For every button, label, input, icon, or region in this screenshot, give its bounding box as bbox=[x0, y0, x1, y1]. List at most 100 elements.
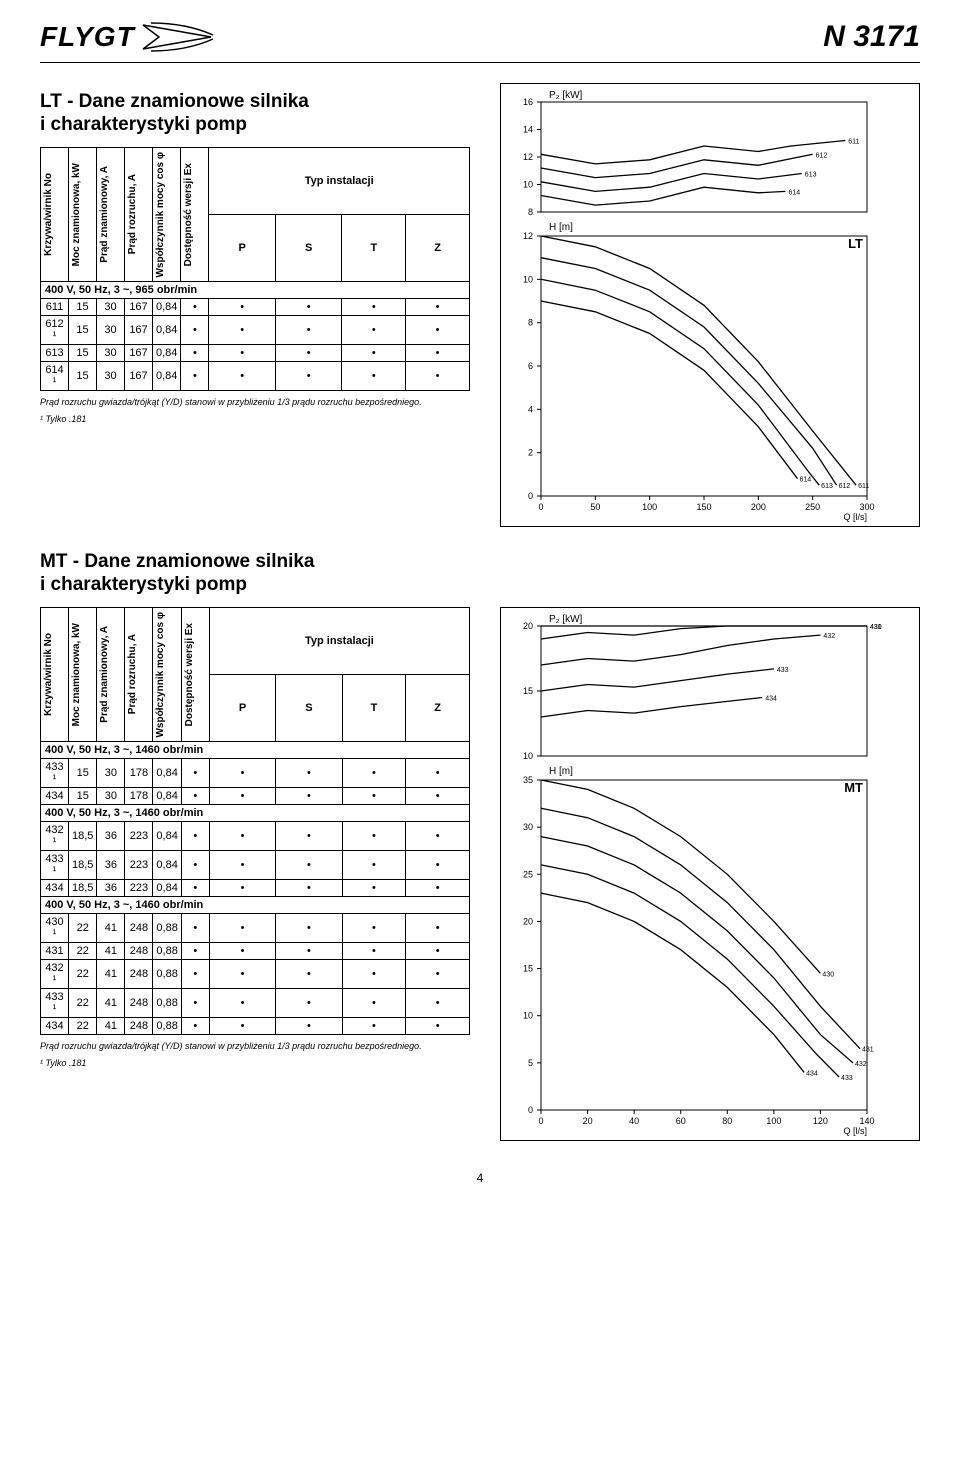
svg-text:P₂ [kW]: P₂ [kW] bbox=[549, 90, 583, 101]
svg-text:16: 16 bbox=[523, 97, 533, 107]
col-cos: Współczynnik mocy cos φ bbox=[153, 148, 168, 282]
table-row: 43422412480,88••••• bbox=[41, 1018, 470, 1035]
col-typ: Typ instalacji bbox=[209, 147, 470, 214]
col-t: T bbox=[342, 214, 406, 281]
svg-text:432: 432 bbox=[855, 1060, 867, 1067]
svg-text:434: 434 bbox=[765, 695, 777, 702]
svg-text:15: 15 bbox=[523, 686, 533, 696]
table-row: 612 ¹15301670,84••••• bbox=[41, 316, 470, 345]
svg-text:P₂ [kW]: P₂ [kW] bbox=[549, 614, 583, 625]
lt-section: LT - Dane znamionowe silnika i charakter… bbox=[40, 83, 920, 527]
mt-section: Krzywa/wirnik No Moc znamionowa, kW Prąd… bbox=[40, 607, 920, 1141]
svg-text:200: 200 bbox=[751, 502, 766, 512]
svg-text:611: 611 bbox=[858, 483, 869, 490]
table-row: 432 ¹18,5362230,84••••• bbox=[41, 822, 470, 851]
col-moc: Moc znamionowa, kW bbox=[69, 619, 84, 730]
svg-text:H [m]: H [m] bbox=[549, 766, 573, 777]
page-number: 4 bbox=[40, 1171, 920, 1185]
svg-text:Q [l/s]: Q [l/s] bbox=[843, 512, 867, 522]
mt-chart: 101520P₂ [kW]430431432433434051015202530… bbox=[500, 607, 920, 1141]
svg-text:612: 612 bbox=[816, 152, 828, 159]
table-row: 43122412480,88••••• bbox=[41, 943, 470, 960]
mt-footnote-2: ¹ Tylko .181 bbox=[40, 1058, 470, 1069]
svg-text:613: 613 bbox=[821, 483, 833, 490]
col-prad-roz: Prąd rozruchu, A bbox=[125, 170, 140, 258]
col-typ: Typ instalacji bbox=[209, 607, 469, 674]
svg-text:6: 6 bbox=[528, 361, 533, 371]
svg-text:614: 614 bbox=[789, 189, 801, 196]
svg-text:0: 0 bbox=[538, 1116, 543, 1126]
svg-text:432: 432 bbox=[823, 633, 835, 640]
table-row: 430 ¹22412480,88••••• bbox=[41, 914, 470, 943]
mt-title: MT - Dane znamionowe silnika i charakter… bbox=[40, 551, 920, 597]
svg-text:12: 12 bbox=[523, 152, 533, 162]
svg-text:35: 35 bbox=[523, 775, 533, 785]
mt-table: Krzywa/wirnik No Moc znamionowa, kW Prąd… bbox=[40, 607, 470, 1036]
svg-text:4: 4 bbox=[528, 404, 533, 414]
table-row: 614 ¹15301670,84••••• bbox=[41, 362, 470, 391]
svg-text:100: 100 bbox=[766, 1116, 781, 1126]
svg-text:613: 613 bbox=[805, 172, 817, 179]
svg-text:Q [l/s]: Q [l/s] bbox=[843, 1126, 867, 1136]
svg-text:20: 20 bbox=[523, 916, 533, 926]
arrow-icon bbox=[141, 21, 221, 53]
mt-group: 400 V, 50 Hz, 3 ~, 1460 obr/min bbox=[41, 897, 470, 914]
svg-text:0: 0 bbox=[528, 491, 533, 501]
svg-text:10: 10 bbox=[523, 751, 533, 761]
svg-text:0: 0 bbox=[538, 502, 543, 512]
svg-text:60: 60 bbox=[676, 1116, 686, 1126]
lt-group: 400 V, 50 Hz, 3 ~, 965 obr/min bbox=[41, 282, 470, 299]
mt-group: 400 V, 50 Hz, 3 ~, 1460 obr/min bbox=[41, 805, 470, 822]
col-cos: Współczynnik mocy cos φ bbox=[153, 608, 168, 742]
mt-footnote-1: Prąd rozruchu gwiazda/trójkąt (Y/D) stan… bbox=[40, 1041, 470, 1052]
svg-text:80: 80 bbox=[722, 1116, 732, 1126]
lt-title: LT - Dane znamionowe silnika i charakter… bbox=[40, 91, 470, 137]
col-prad-roz: Prąd rozruchu, A bbox=[125, 630, 140, 718]
svg-text:12: 12 bbox=[523, 231, 533, 241]
svg-text:434: 434 bbox=[806, 1070, 818, 1077]
svg-text:300: 300 bbox=[859, 502, 874, 512]
mt-group: 400 V, 50 Hz, 3 ~, 1460 obr/min bbox=[41, 742, 470, 759]
svg-text:433: 433 bbox=[841, 1075, 853, 1082]
svg-text:10: 10 bbox=[523, 180, 533, 190]
lt-table: Krzywa/wirnik No Moc znamionowa, kW Prąd… bbox=[40, 147, 470, 392]
svg-text:430: 430 bbox=[822, 971, 834, 978]
col-krzywa: Krzywa/wirnik No bbox=[41, 629, 56, 720]
svg-text:20: 20 bbox=[523, 621, 533, 631]
svg-text:140: 140 bbox=[859, 1116, 874, 1126]
brand-logo: FLYGT bbox=[40, 21, 221, 53]
svg-text:0: 0 bbox=[528, 1105, 533, 1115]
lt-footnote-1: Prąd rozruchu gwiazda/trójkąt (Y/D) stan… bbox=[40, 397, 470, 408]
svg-text:10: 10 bbox=[523, 1010, 533, 1020]
col-krzywa: Krzywa/wirnik No bbox=[41, 169, 56, 260]
lt-chart: 810121416P₂ [kW]611612613614024681012050… bbox=[500, 83, 920, 527]
table-row: 43415301780,84••••• bbox=[41, 788, 470, 805]
col-s: S bbox=[276, 674, 342, 741]
page-header: FLYGT N 3171 bbox=[40, 20, 920, 63]
table-row: 43418,5362230,84••••• bbox=[41, 880, 470, 897]
table-row: 61315301670,84••••• bbox=[41, 345, 470, 362]
col-moc: Moc znamionowa, kW bbox=[69, 159, 84, 270]
svg-text:5: 5 bbox=[528, 1057, 533, 1067]
table-row: 61115301670,84••••• bbox=[41, 299, 470, 316]
svg-text:611: 611 bbox=[848, 139, 859, 146]
col-p: P bbox=[209, 214, 276, 281]
svg-text:8: 8 bbox=[528, 207, 533, 217]
lt-footnote-2: ¹ Tylko .181 bbox=[40, 414, 470, 425]
col-ex: Dostępność wersji Ex bbox=[182, 619, 197, 730]
svg-text:433: 433 bbox=[777, 666, 789, 673]
svg-text:30: 30 bbox=[523, 822, 533, 832]
svg-text:10: 10 bbox=[523, 274, 533, 284]
svg-text:431: 431 bbox=[870, 624, 882, 631]
col-z: Z bbox=[406, 674, 470, 741]
model-number: N 3171 bbox=[823, 20, 920, 54]
svg-text:8: 8 bbox=[528, 318, 533, 328]
brand-text: FLYGT bbox=[40, 21, 135, 53]
table-row: 433 ¹18,5362230,84••••• bbox=[41, 851, 470, 880]
table-row: 433 ¹15301780,84••••• bbox=[41, 759, 470, 788]
svg-text:150: 150 bbox=[696, 502, 711, 512]
col-z: Z bbox=[406, 214, 470, 281]
col-prad-zn: Prąd znamionowy, A bbox=[97, 162, 112, 267]
col-s: S bbox=[275, 214, 342, 281]
svg-text:LT: LT bbox=[848, 236, 863, 251]
